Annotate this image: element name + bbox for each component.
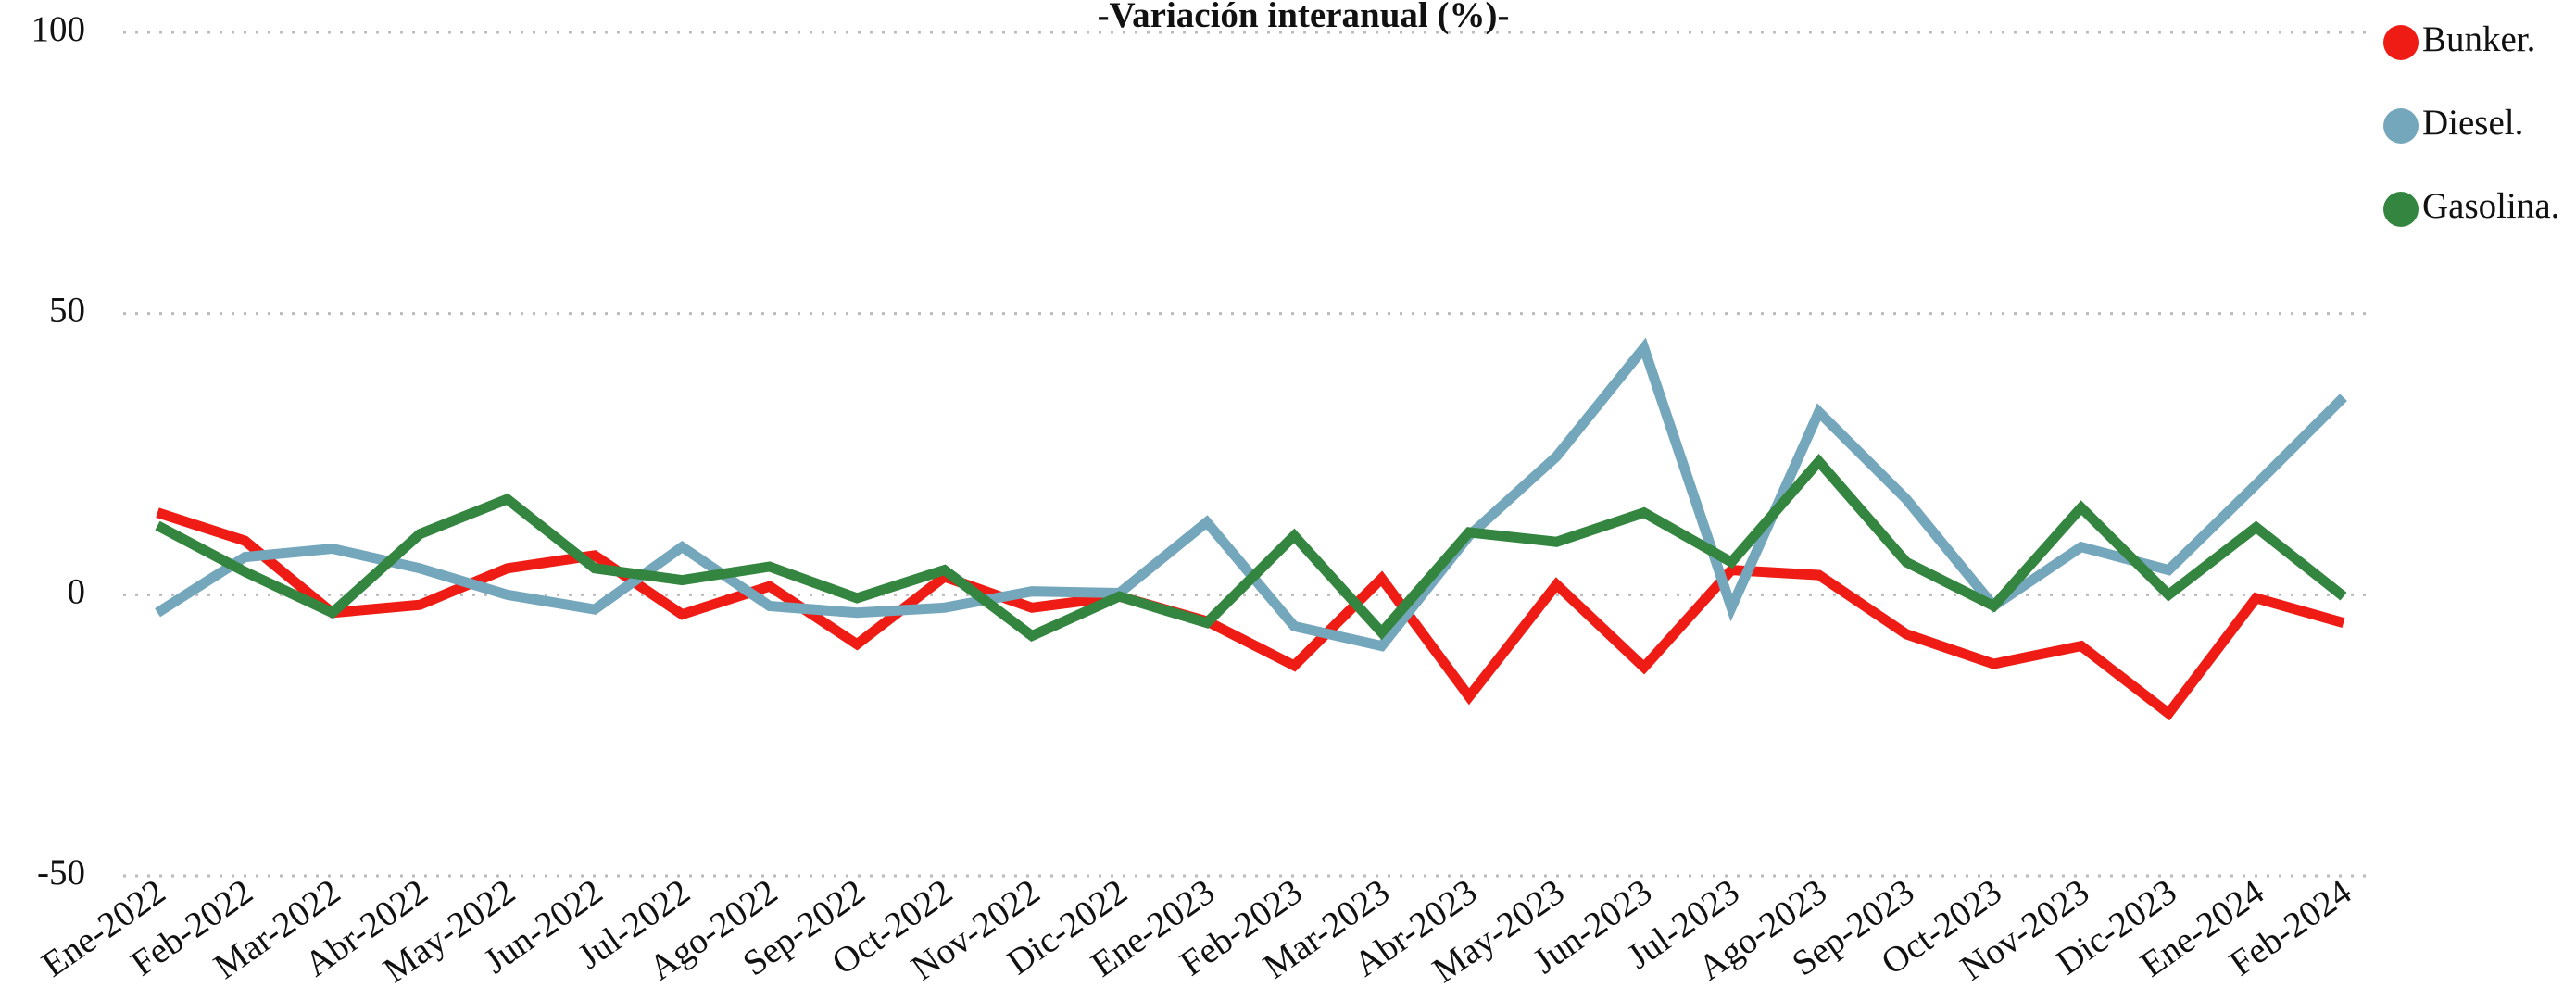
legend-swatch (2383, 192, 2419, 227)
y-tick-label: 0 (68, 571, 86, 611)
chart-title: -Variación interanual (%)- (1098, 0, 1510, 35)
y-tick-label: 100 (31, 9, 86, 49)
data-line (155, 337, 2347, 652)
data-line (156, 507, 2345, 721)
y-tick-label: -50 (37, 853, 85, 893)
legend-swatch (2383, 108, 2419, 144)
legend-label: Gasolina. (2422, 186, 2559, 226)
legend-label: Diesel. (2422, 103, 2523, 143)
data-line (155, 454, 2347, 643)
y-tick-label: 50 (49, 291, 85, 331)
legend-label: Bunker. (2422, 19, 2535, 59)
legend-swatch (2383, 25, 2419, 60)
